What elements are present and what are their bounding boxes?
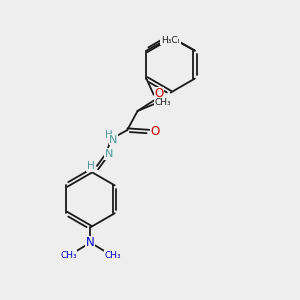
Text: N: N bbox=[109, 135, 118, 145]
Text: CH₃: CH₃ bbox=[154, 98, 171, 107]
Text: N: N bbox=[86, 236, 95, 249]
Text: CH₃: CH₃ bbox=[164, 36, 180, 45]
Text: H: H bbox=[105, 130, 113, 140]
Text: CH₃: CH₃ bbox=[104, 251, 121, 260]
Text: CH₃: CH₃ bbox=[60, 251, 77, 260]
Text: O: O bbox=[151, 125, 160, 138]
Text: O: O bbox=[154, 87, 164, 101]
Text: H₃C: H₃C bbox=[161, 36, 178, 45]
Text: H: H bbox=[87, 161, 94, 171]
Text: N: N bbox=[104, 149, 113, 159]
